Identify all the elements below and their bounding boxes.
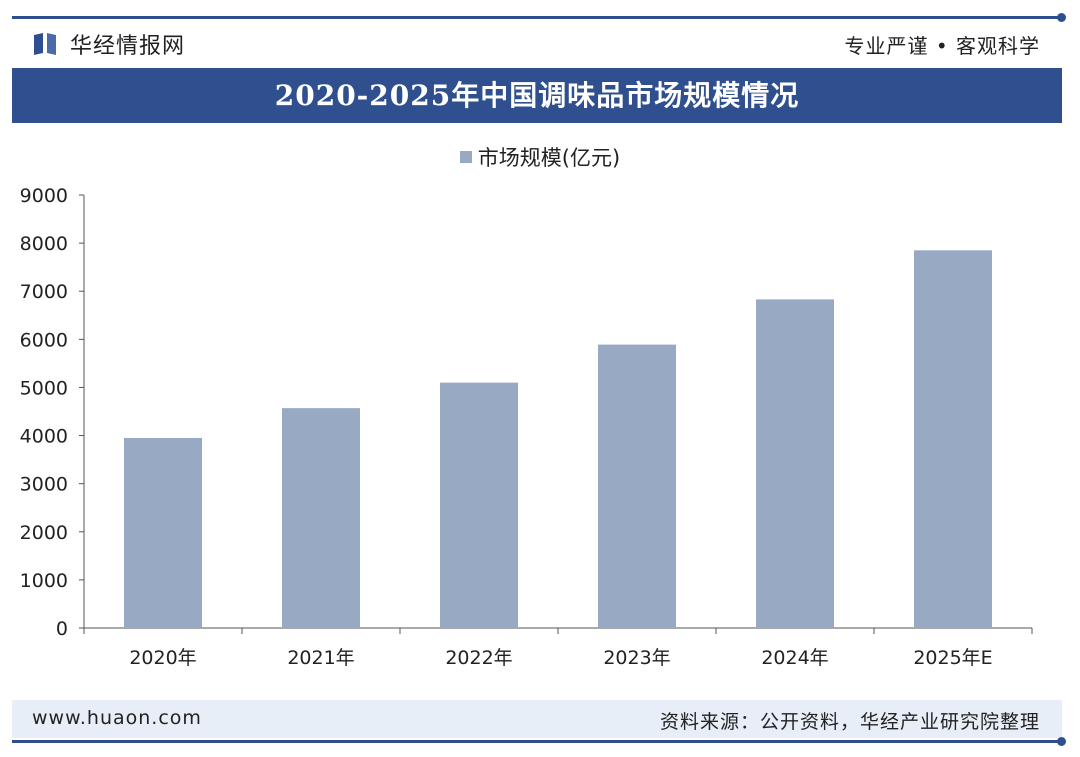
y-tick-label: 1000 [20, 570, 68, 592]
footer: www.huaon.com 资料来源：公开资料，华经产业研究院整理 [12, 700, 1062, 738]
footer-source: 资料来源：公开资料，华经产业研究院整理 [659, 711, 1040, 733]
y-tick-label: 0 [56, 618, 68, 640]
bottom-frame-line [12, 737, 1066, 746]
bar-5 [914, 250, 992, 629]
y-tick-label: 3000 [20, 474, 68, 496]
brand: 华经情报网 [34, 28, 185, 60]
y-tick-label: 7000 [20, 281, 68, 303]
y-tick-label: 4000 [20, 426, 68, 448]
legend-label: 市场规模(亿元) [477, 146, 621, 170]
x-tick-label: 2024年 [761, 647, 828, 669]
legend-swatch [459, 151, 472, 163]
slogan: 专业严谨 • 客观科学 [844, 34, 1040, 58]
x-tick-label: 2025年E [913, 647, 992, 669]
bar-0 [124, 437, 202, 628]
top-frame-line [12, 13, 1066, 22]
y-tick-label: 9000 [20, 185, 68, 207]
chart-title: 2020-2025年中国调味品市场规模情况 [12, 68, 1062, 123]
x-tick-label: 2020年 [129, 647, 196, 669]
bar-3 [598, 344, 676, 628]
y-tick-label: 6000 [20, 329, 68, 351]
y-tick-label: 2000 [20, 522, 68, 544]
x-tick-label: 2021年 [287, 647, 354, 669]
bar-2 [440, 382, 518, 628]
chart-legend: 市场规模(亿元) [0, 142, 1080, 172]
header: 华经情报网 专业严谨 • 客观科学 [12, 22, 1062, 62]
y-tick-label: 8000 [20, 233, 68, 255]
bar-4 [756, 299, 834, 628]
brand-name: 华经情报网 [70, 34, 186, 59]
footer-website: www.huaon.com [32, 707, 202, 729]
y-tick-label: 5000 [20, 377, 68, 399]
bar-1 [282, 408, 360, 628]
x-tick-label: 2023年 [603, 647, 670, 669]
x-tick-label: 2022年 [445, 647, 512, 669]
